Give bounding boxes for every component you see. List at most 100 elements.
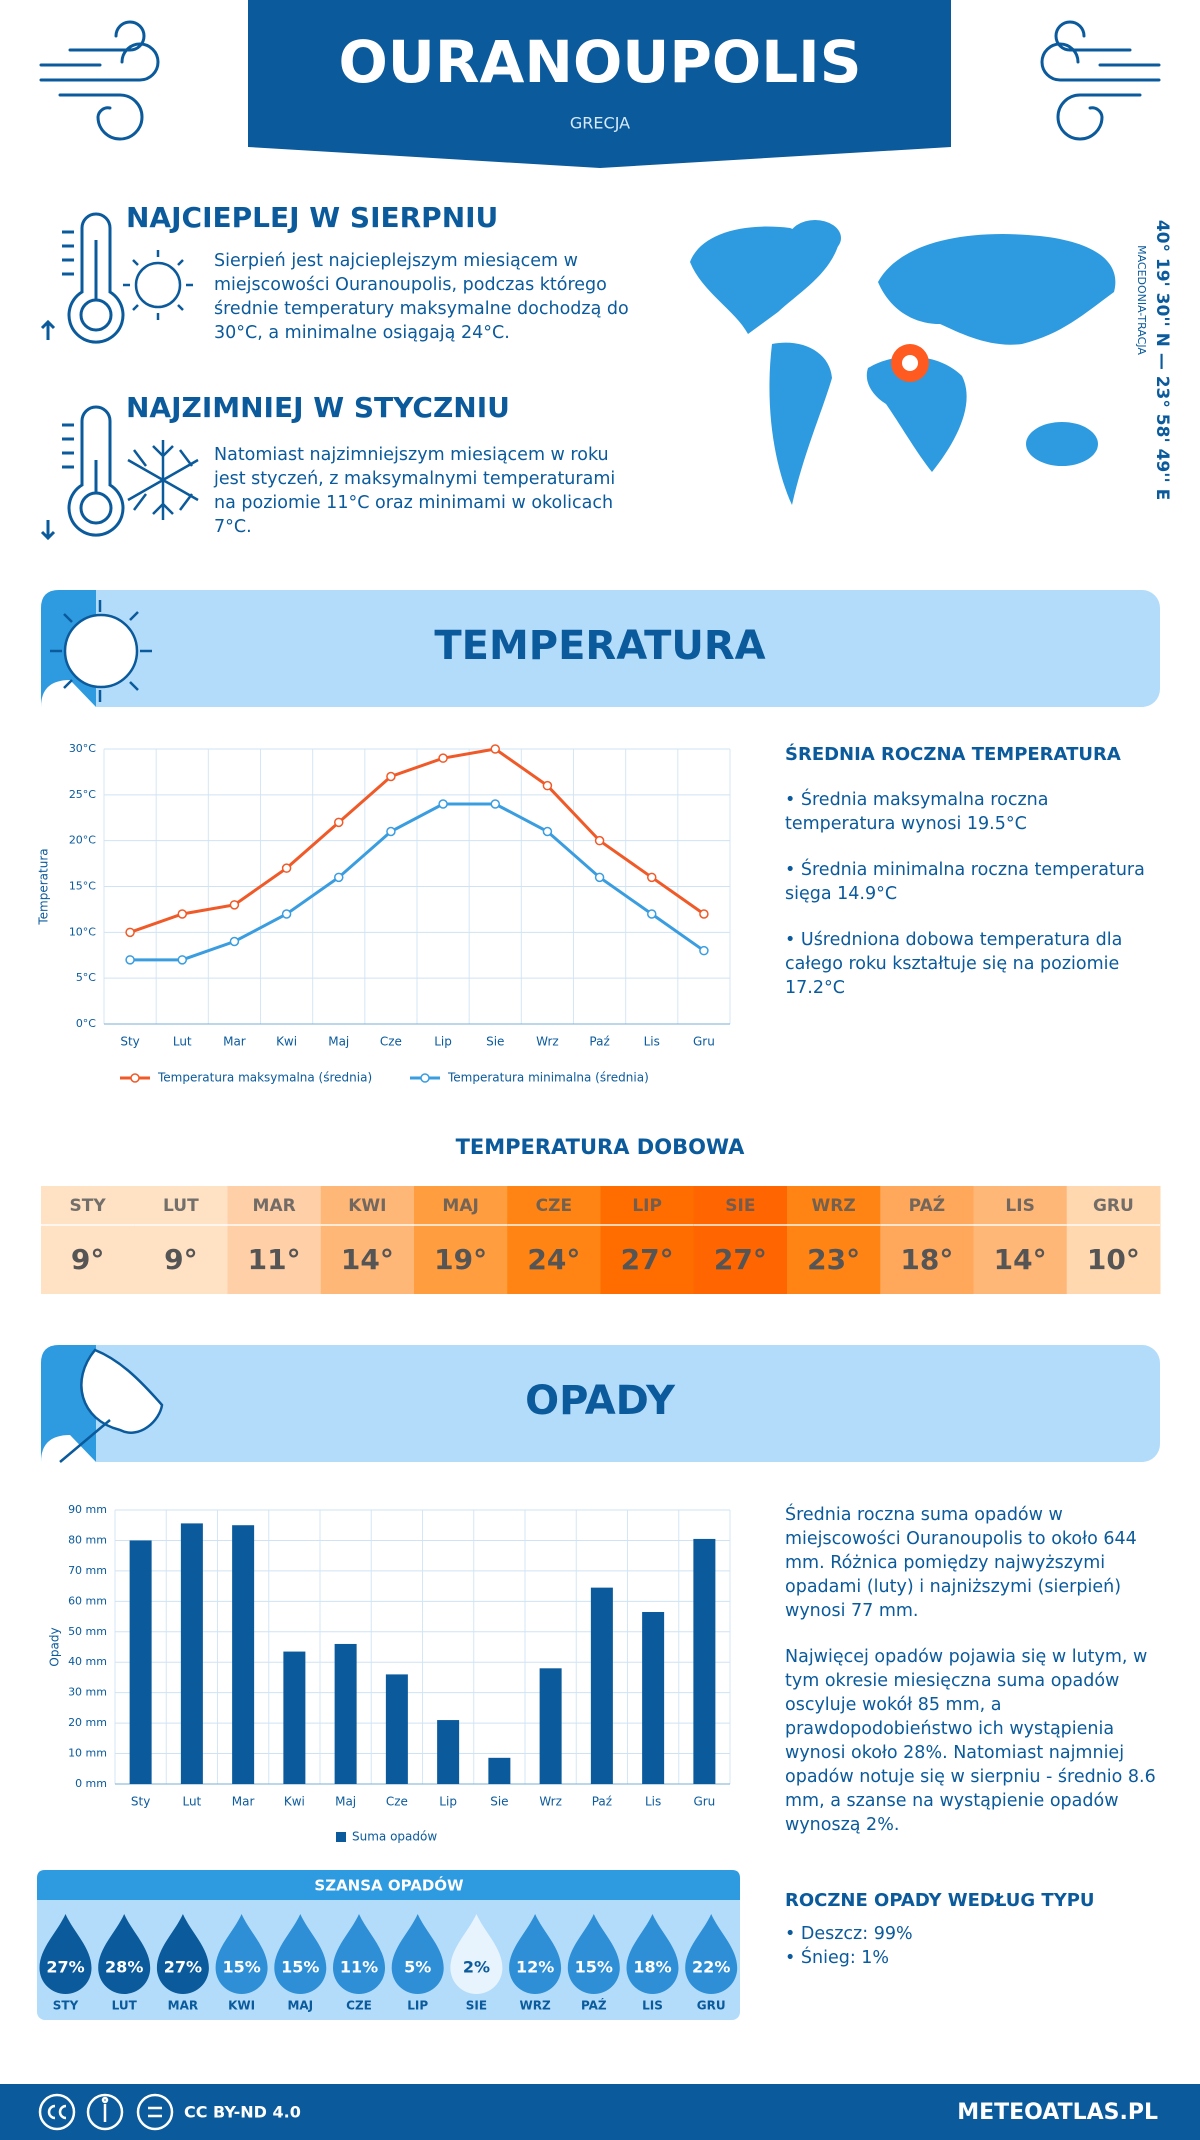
chance-title: SZANSA OPADÓW bbox=[314, 1876, 464, 1895]
chance-header bbox=[37, 1870, 740, 1900]
precipitation-text: Średnia roczna suma opadów w miejscowośc… bbox=[785, 1503, 1160, 1859]
x-tick-label: Paź bbox=[589, 1035, 609, 1049]
bar bbox=[129, 1540, 152, 1784]
footer bbox=[0, 2084, 1200, 2140]
point bbox=[699, 945, 709, 956]
chance-value: 27% bbox=[46, 1958, 84, 1977]
x-tick-label: Maj bbox=[335, 1795, 356, 1809]
x-tick-label: Lis bbox=[644, 1035, 660, 1049]
type-item: • Deszcz: 99% bbox=[785, 1924, 913, 1944]
point bbox=[542, 780, 553, 791]
chance-month: LIP bbox=[407, 1999, 428, 2013]
chance-month: WRZ bbox=[520, 1999, 551, 2013]
y-axis-label: Temperatura bbox=[37, 848, 51, 925]
point bbox=[125, 955, 135, 965]
y-tick-label: 30 mm bbox=[68, 1686, 107, 1699]
y-axis-label: Opady bbox=[48, 1627, 62, 1666]
bar bbox=[283, 1651, 306, 1784]
daily-title: TEMPERATURA DOBOWA bbox=[456, 1135, 746, 1159]
country: GRECJA bbox=[570, 114, 630, 133]
wind-icon bbox=[39, 20, 1161, 141]
chance-value: 28% bbox=[105, 1958, 143, 1977]
legend-label: Suma opadów bbox=[352, 1830, 437, 1844]
chance-value: 2% bbox=[463, 1958, 490, 1977]
chance-month: SIE bbox=[466, 1999, 487, 2013]
table-cell bbox=[41, 1186, 135, 1294]
legend-marker bbox=[420, 1073, 430, 1083]
point bbox=[594, 872, 605, 883]
legend-marker bbox=[336, 1832, 346, 1842]
coordinates: 40° 19' 30'' N — 23° 58' 49'' E bbox=[1152, 220, 1172, 500]
point bbox=[177, 955, 187, 965]
point bbox=[386, 826, 396, 837]
x-tick-label: Wrz bbox=[539, 1795, 562, 1809]
y-tick-label: 50 mm bbox=[68, 1625, 107, 1638]
x-tick-label: Lut bbox=[182, 1795, 201, 1809]
rain-drop bbox=[685, 1914, 738, 1995]
chance-value: 27% bbox=[164, 1958, 202, 1977]
world-map bbox=[690, 220, 1116, 505]
table-cell bbox=[507, 1186, 601, 1294]
point bbox=[177, 909, 187, 919]
temperature-bullets: • Średnia maksymalna roczna temperatura … bbox=[785, 788, 1160, 1022]
point bbox=[647, 909, 657, 919]
table-cell bbox=[880, 1186, 974, 1294]
table-cell bbox=[600, 1186, 695, 1294]
umbrella-icon bbox=[59, 1348, 164, 1463]
table-cell bbox=[134, 1186, 228, 1294]
point bbox=[334, 872, 344, 883]
point bbox=[438, 753, 448, 763]
paragraph: Najwięcej opadów pojawia się w lutym, w … bbox=[785, 1647, 1156, 1835]
y-tick-label: 60 mm bbox=[68, 1594, 107, 1607]
section-banner bbox=[41, 590, 1160, 707]
y-tick-label: 25°C bbox=[69, 788, 96, 801]
y-tick-label: 20 mm bbox=[68, 1716, 107, 1729]
table-cell bbox=[973, 1186, 1068, 1294]
y-tick-label: 40 mm bbox=[68, 1655, 107, 1668]
bar bbox=[488, 1757, 511, 1784]
y-tick-label: 5°C bbox=[76, 971, 96, 984]
y-tick-label: 0°C bbox=[76, 1017, 96, 1030]
snowflake-icon bbox=[127, 440, 199, 520]
chance-value: 15% bbox=[575, 1958, 613, 1977]
month-label: KWI bbox=[348, 1196, 386, 1216]
point bbox=[594, 835, 605, 846]
daily-value: 14° bbox=[994, 1243, 1047, 1276]
table-cell bbox=[1066, 1186, 1161, 1294]
chance-month: LIS bbox=[642, 1999, 663, 2013]
point bbox=[281, 909, 292, 919]
x-tick-label: Lut bbox=[173, 1035, 192, 1049]
y-tick-label: 70 mm bbox=[68, 1564, 107, 1577]
thermometer-icon bbox=[40, 212, 125, 541]
x-tick-label: Lip bbox=[434, 1035, 452, 1049]
x-tick-label: Cze bbox=[380, 1035, 402, 1049]
chance-box bbox=[37, 1870, 740, 2020]
x-tick-label: Kwi bbox=[284, 1795, 305, 1809]
chance-month: STY bbox=[53, 1999, 79, 2013]
month-label: LIP bbox=[632, 1196, 662, 1216]
rain-drop bbox=[450, 1914, 503, 1995]
month-label: WRZ bbox=[812, 1196, 856, 1216]
chance-month: MAJ bbox=[287, 1999, 313, 2013]
y-tick-label: 0 mm bbox=[75, 1777, 107, 1790]
warmest-title: NAJCIEPLEJ W SIERPNIU bbox=[126, 201, 499, 234]
daily-value: 27° bbox=[714, 1243, 767, 1276]
month-label: LIS bbox=[1005, 1196, 1034, 1216]
bar bbox=[385, 1674, 408, 1784]
point bbox=[490, 799, 500, 809]
month-label: LUT bbox=[163, 1196, 199, 1216]
chance-value: 12% bbox=[516, 1958, 554, 1977]
bar bbox=[437, 1720, 460, 1784]
location-marker-center bbox=[902, 355, 918, 371]
daily-value: 9° bbox=[71, 1243, 104, 1276]
month-label: CZE bbox=[536, 1196, 572, 1216]
month-label: MAR bbox=[253, 1196, 296, 1216]
point bbox=[125, 927, 135, 938]
license: CC BY-ND 4.0 bbox=[184, 2103, 301, 2122]
region: MACEDONIA-TRACJA bbox=[1135, 245, 1148, 355]
table-cell bbox=[227, 1186, 322, 1294]
rain-drop bbox=[391, 1914, 444, 1995]
table-cell bbox=[320, 1186, 415, 1294]
x-tick-label: Maj bbox=[328, 1035, 349, 1049]
